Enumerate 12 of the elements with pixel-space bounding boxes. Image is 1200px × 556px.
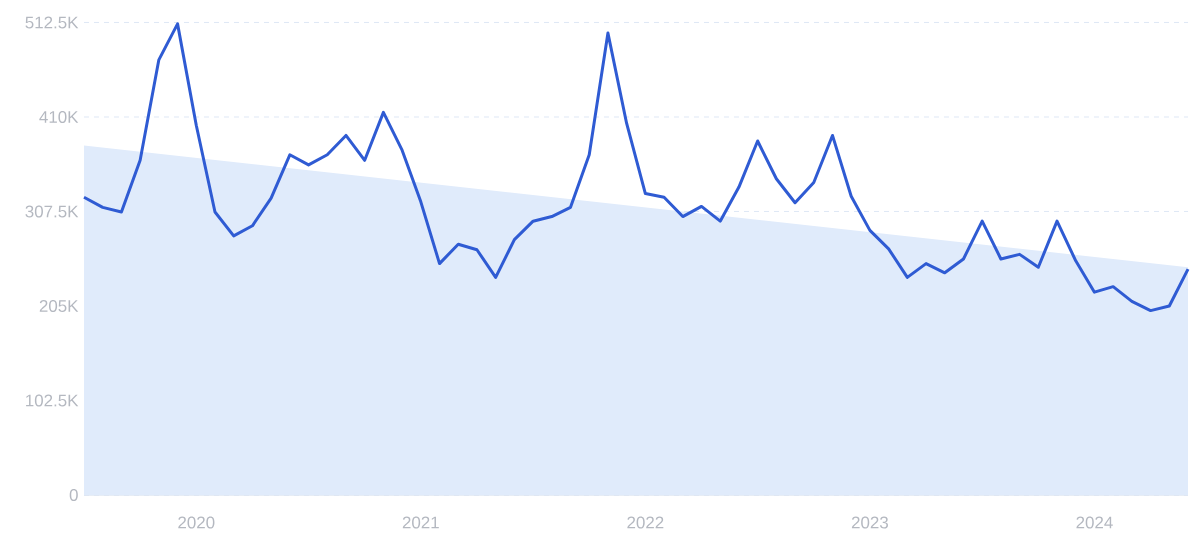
- x-tick-label: 2020: [178, 516, 215, 529]
- y-tick-label: 512.5K: [25, 16, 79, 29]
- x-tick-label: 2024: [1076, 516, 1113, 529]
- y-tick-label: 307.5K: [25, 205, 79, 218]
- y-tick-label: 205K: [39, 300, 79, 312]
- y-tick-label: 410K: [39, 110, 79, 123]
- x-tick-label: 2023: [851, 516, 888, 529]
- y-tick-label: 102.5K: [26, 394, 79, 407]
- line-series: [82, 22, 1190, 313]
- y-tick-label: 0: [69, 489, 78, 501]
- x-tick-label: 2021: [402, 516, 439, 529]
- x-tick-label: 2022: [627, 516, 664, 529]
